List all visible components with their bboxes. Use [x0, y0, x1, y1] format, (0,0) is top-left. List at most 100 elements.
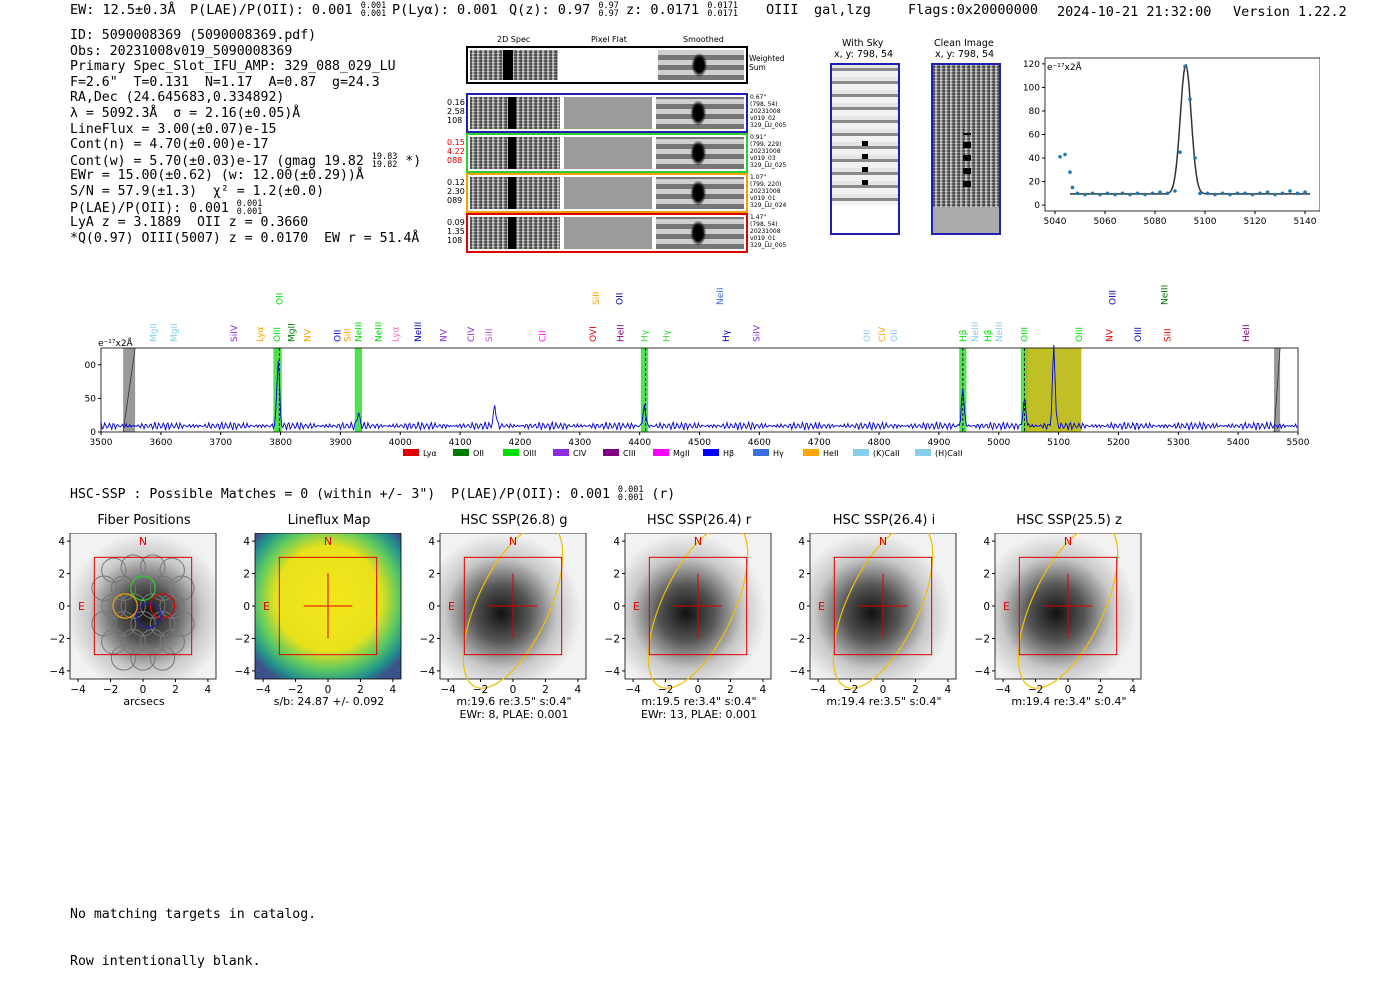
fiber-circle: [149, 575, 176, 601]
zoom-data-point: [1150, 191, 1155, 196]
info-contw-lo: 19.82: [371, 159, 398, 170]
hsc-ytick-label: −2: [790, 633, 805, 645]
zoom-data-point: [1058, 155, 1062, 159]
hsc-ytick-label: −2: [605, 633, 620, 645]
info-ewr: EWr = 15.00(±0.62) (w: 12.00(±0.29))Å: [70, 168, 364, 184]
legend-swatch: [803, 449, 819, 456]
clean-image-xy: x, y: 798, 54: [935, 49, 995, 60]
header-z-label: z: 0.0171: [626, 2, 700, 18]
hsc-xtick-label: 0: [510, 684, 517, 696]
clean-image-masked: [933, 207, 999, 233]
hsc-banner-end: (r): [651, 487, 676, 502]
spec-xtick-label: 5400: [1227, 438, 1250, 448]
cutout-row-meta-line: v019_02: [750, 115, 776, 122]
spec-xtick-label: 4700: [808, 438, 831, 448]
header-qz-label: Q(z): 0.97: [509, 2, 591, 18]
spec-masked-hatch: [1273, 347, 1281, 433]
hsc-aperture-box: [648, 556, 748, 656]
header-plya: P(Lyα): 0.001: [392, 2, 498, 18]
hsc-panel-title: HSC SSP(26.4) r: [646, 513, 752, 528]
info-contw-end: *): [405, 153, 422, 169]
hsc-ytick-label: −4: [235, 666, 250, 678]
hsc-panel-caption: m:19.4 re:3.5" s:0.4": [826, 695, 942, 708]
hsc-ytick-label: 2: [613, 569, 620, 581]
header-z: z: 0.0171 0.0171 0.0171: [626, 2, 739, 19]
spec-highlight-band: [273, 348, 282, 432]
spec-line-label: NeIII: [414, 322, 424, 342]
legend-swatch: [553, 449, 569, 456]
hsc-xtick-label: −2: [103, 684, 118, 696]
legend-label: OII: [473, 449, 484, 458]
hsc-ytick-label: −4: [50, 666, 65, 678]
info-obs: Obs: 20231008v019_5090008369: [70, 43, 293, 59]
cutout-row-meta-line: (798, 54): [750, 221, 778, 228]
header-line-type: OIII: [766, 2, 799, 18]
hsc-xtick-label: 2: [1097, 684, 1104, 696]
info-q: *Q(0.97) OIII(5007) z = 0.0170 EW r = 51…: [70, 230, 420, 246]
legend-label: CIV: [573, 449, 587, 458]
zoom-ytick-label: 120: [1023, 60, 1040, 70]
hsc-xtick-label: 4: [1130, 684, 1137, 696]
cutout-row-stat: 088: [447, 156, 463, 165]
hsc-panel-caption: m:19.6 re:3.5" s:0.4": [456, 695, 572, 708]
hsc-aperture-box: [463, 556, 563, 656]
hsc-xtick-label: 2: [172, 684, 179, 696]
zoom-ytick-label: 60: [1029, 131, 1041, 141]
spec-line-label: OII: [333, 330, 343, 342]
cutout-2dspec-line: [508, 137, 516, 169]
hsc-aperture-box: [833, 556, 933, 656]
cutout-row-meta-line: v019_01: [750, 235, 776, 242]
fiber-circle: [169, 611, 195, 637]
detection-info: ID: 5090008369 (5090008369.pdf) Obs: 202…: [70, 28, 421, 246]
legend-swatch: [403, 449, 419, 456]
hsc-xtick-label: −2: [473, 684, 488, 696]
header-z-lo: 0.0171: [707, 9, 739, 19]
fiber-circle: [120, 629, 146, 655]
zoom-data-point: [1113, 192, 1117, 197]
compass-east: E: [263, 600, 270, 613]
cutout-row-stat: 108: [447, 116, 463, 125]
hsc-panel-caption: m:19.5 re:3.4" s:0.4": [641, 695, 757, 708]
spec-xtick-label: 4400: [628, 438, 651, 448]
hsc-panel-title: HSC SSP(26.4) i: [832, 513, 936, 528]
zoom-data-point: [1143, 192, 1147, 197]
spec-line-label: SiII: [485, 328, 495, 342]
fiber-circle: [110, 611, 137, 637]
cutout-row-stats: 0.16 2.58 108: [447, 98, 465, 125]
cutout-smoothed-image: [656, 177, 744, 209]
spec-line-label: NV: [439, 328, 449, 342]
spec-xtick-label: 4900: [927, 438, 950, 448]
zoom-xtick-label: 5080: [1144, 217, 1167, 227]
cutout-row-meta: 1.07" (799, 220) 20231008 v019_01 329_LU_024: [750, 174, 786, 209]
with-sky-blank: [832, 205, 898, 233]
hsc-xtick-label: 4: [945, 684, 952, 696]
zoom-ytick-label: 80: [1029, 107, 1041, 117]
spec-xtick-label: 4000: [389, 438, 412, 448]
header-plae-label: P(LAE)/P(OII): 0.001: [190, 2, 353, 18]
info-plae-lo: 0.001: [236, 206, 263, 217]
hsc-panel-image: N E −4 4 −2 2 0 0 2 −2 4 −4: [975, 533, 1142, 696]
header-datetime: 2024-10-21 21:32:00: [1057, 4, 1212, 20]
info-id: ID: 5090008369 (5090008369.pdf): [70, 28, 317, 43]
spec-xtick-label: 5000: [987, 438, 1010, 448]
hsc-panel-caption: s/b: 24.87 +/- 0.092: [273, 695, 385, 708]
zoom-data-point: [1090, 191, 1095, 196]
legend-label: Hβ: [723, 449, 734, 458]
zoom-data-point: [1158, 190, 1162, 194]
cutout-row: [466, 133, 748, 173]
legend-label: CIII: [623, 449, 636, 458]
with-sky-title: With Sky: [842, 38, 884, 49]
spec-xtick-label: 4600: [748, 438, 771, 448]
hsc-ytick-label: 2: [798, 569, 805, 581]
spec-line-label: SiII: [344, 328, 354, 342]
hsc-xtick-label: 0: [325, 684, 332, 696]
fiber-circle: [159, 629, 185, 655]
header-flags: Flags:0x20000000: [908, 2, 1039, 18]
cutout-row-meta-line: 20231008: [750, 228, 781, 235]
col-title-2dspec: 2D Spec: [497, 35, 531, 44]
legend-swatch: [753, 449, 769, 456]
hsc-panel-image: N E −4 4 −2 2 0 0 2 −2 4 −4: [50, 533, 217, 696]
zoom-data-point: [1068, 170, 1072, 174]
cutout-row-stat: 089: [447, 196, 463, 205]
zoom-plot-unit: e⁻¹⁷x2Å: [1047, 61, 1083, 73]
